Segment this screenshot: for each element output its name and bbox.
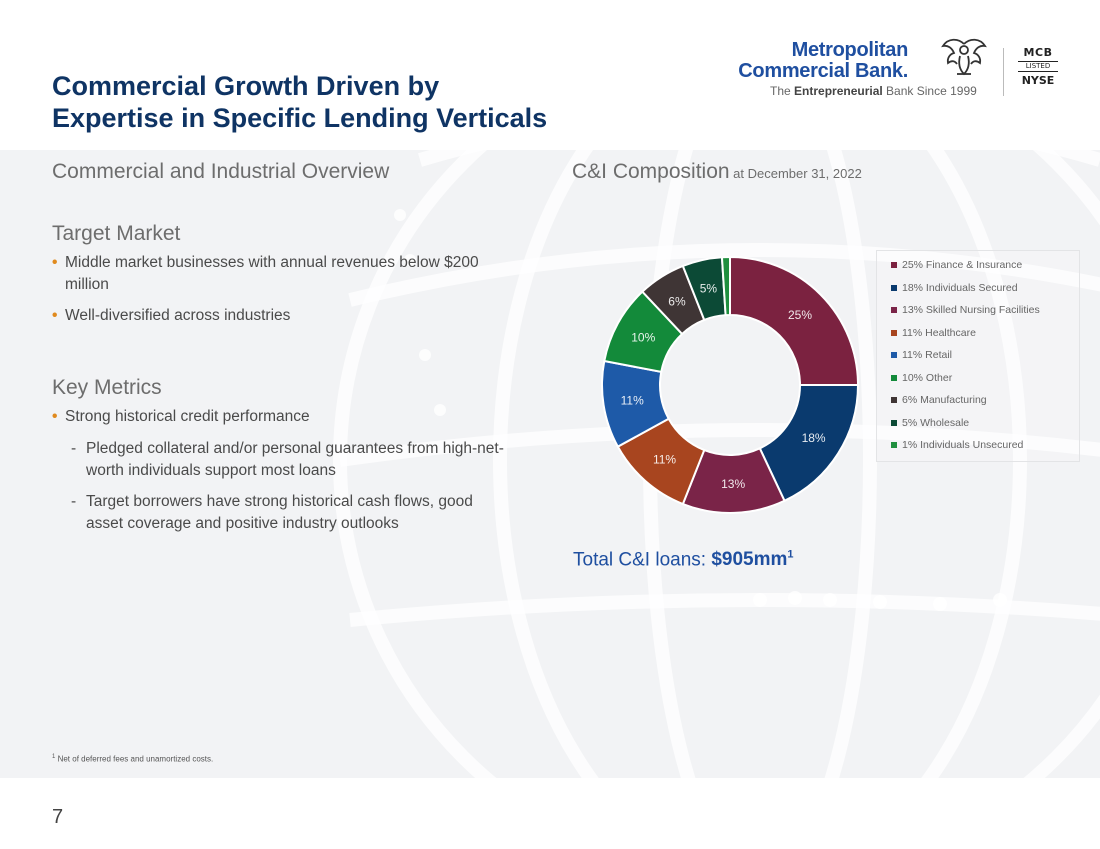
slice-label: 11% — [621, 393, 644, 407]
legend-label: 10% Other — [902, 371, 953, 384]
slice-label: 25% — [788, 308, 812, 322]
bank-logo: Metropolitan Commercial Bank. The Entrep… — [738, 36, 1070, 106]
legend-item: 5% Wholesale — [891, 412, 1079, 435]
slide-title: Commercial Growth Driven by Expertise in… — [52, 70, 612, 134]
target-market-list: Middle market businesses with annual rev… — [52, 252, 512, 327]
footnote-marker: 1 — [52, 754, 56, 760]
badge-exchange: NYSE — [1021, 74, 1055, 87]
chart-title: C&I Composition at December 31, 2022 — [572, 160, 862, 184]
title-line-2: Expertise in Specific Lending Verticals — [52, 103, 548, 133]
sub-list-item: Pledged collateral and/or personal guara… — [65, 438, 512, 482]
donut-slices — [601, 255, 860, 514]
legend-label: 25% Finance & Insurance — [902, 259, 1023, 271]
donut-labels: 25% 18% 13% 11% 11% 10% 6% 5% — [621, 281, 826, 491]
nyse-badge: MCB LISTED NYSE — [1018, 46, 1058, 87]
logo-tag-bold: Entrepreneurial — [794, 84, 883, 98]
legend-swatch — [891, 419, 897, 426]
legend-swatch — [891, 442, 897, 449]
key-metrics-bullet: Strong historical credit performance — [65, 408, 310, 425]
footnote-text: Net of deferred fees and unamortized cos… — [55, 754, 214, 764]
key-metrics-heading: Key Metrics — [52, 376, 162, 399]
total-label: Total C&I loans: — [573, 549, 712, 571]
legend-item: 13% Skilled Nursing Facilities — [891, 299, 1079, 322]
chart-date: at December 31, 2022 — [729, 166, 862, 181]
logo-tagline: The Entrepreneurial Bank Since 1999 — [770, 84, 977, 98]
target-market-heading: Target Market — [52, 222, 181, 245]
logo-tag-post: Bank Since 1999 — [882, 84, 977, 98]
logo-wordmark: Metropolitan Commercial Bank. — [738, 40, 908, 82]
slice-label: 18% — [802, 431, 826, 445]
legend-label: 18% Individuals Secured — [902, 281, 1018, 294]
legend-item: 10% Other — [891, 367, 1079, 390]
legend-item: 1% Individuals Unsecured — [891, 434, 1079, 457]
badge-ticker: MCB — [1023, 46, 1053, 59]
slice-label: 5% — [700, 281, 718, 295]
overview-column: Commercial and Industrial Overview Targe… — [52, 160, 512, 544]
legend-swatch — [891, 284, 897, 291]
total-value: $905mm — [711, 549, 788, 571]
legend-label: 1% Individuals Unsecured — [902, 439, 1024, 451]
list-item: Middle market businesses with annual rev… — [52, 252, 512, 296]
total-value-wrap: $905mm1 — [711, 549, 793, 570]
badge-listed: LISTED — [1018, 61, 1058, 72]
legend-swatch — [891, 352, 897, 359]
footnote: 1 Net of deferred fees and unamortized c… — [52, 754, 213, 764]
key-metrics-section: Key Metrics Strong historical credit per… — [52, 376, 512, 535]
logo-tag-pre: The — [770, 84, 795, 98]
slice-label: 11% — [653, 452, 676, 466]
slice-label: 10% — [631, 330, 655, 344]
key-metrics-list: Strong historical credit performance — [52, 406, 512, 428]
legend-item: 6% Manufacturing — [891, 389, 1079, 412]
chart-legend: 25% Finance & Insurance 18% Individuals S… — [876, 250, 1080, 462]
legend-swatch — [891, 307, 897, 314]
legend-item: 11% Healthcare — [891, 322, 1079, 345]
donut-slice — [729, 255, 860, 386]
legend-item: 11% Retail — [891, 344, 1079, 367]
legend-item: 25% Finance & Insurance — [891, 254, 1079, 277]
page-number: 7 — [52, 806, 64, 828]
chart-title-text: C&I Composition — [572, 160, 730, 183]
legend-swatch — [891, 329, 897, 336]
sub-list-item: Target borrowers have strong historical … — [65, 491, 512, 535]
list-item: Strong historical credit performance — [52, 406, 512, 428]
target-market-section: Target Market Middle market businesses w… — [52, 222, 512, 327]
legend-label: 5% Wholesale — [902, 416, 970, 429]
legend-label: 11% Retail — [902, 349, 952, 361]
legend-item: 18% Individuals Secured — [891, 277, 1079, 300]
legend-swatch — [891, 397, 897, 404]
overview-heading: Commercial and Industrial Overview — [52, 160, 390, 183]
legend-label: 6% Manufacturing — [902, 394, 987, 406]
key-metrics-sublist: Pledged collateral and/or personal guara… — [52, 438, 512, 535]
donut-slice — [720, 255, 731, 317]
legend-label: 13% Skilled Nursing Facilities — [902, 304, 1040, 316]
total-loans: Total C&I loans: $905mm1 — [573, 549, 794, 571]
list-item: Well-diversified across industries — [52, 305, 512, 327]
total-footnote-marker: 1 — [787, 549, 794, 561]
logo-divider — [1003, 48, 1004, 96]
legend-swatch — [891, 262, 897, 269]
title-line-1: Commercial Growth Driven by — [52, 71, 440, 101]
slice-label: 13% — [721, 477, 745, 491]
eagle-icon — [941, 38, 987, 76]
legend-label: 11% Healthcare — [902, 326, 976, 339]
slice-label: 6% — [668, 294, 686, 308]
logo-name-line-1: Metropolitan — [791, 39, 909, 61]
donut-chart: 25% 18% 13% 11% 11% 10% 6% 5% — [601, 255, 860, 514]
logo-name-line-2: Commercial Bank. — [738, 60, 908, 82]
legend-swatch — [891, 374, 897, 381]
